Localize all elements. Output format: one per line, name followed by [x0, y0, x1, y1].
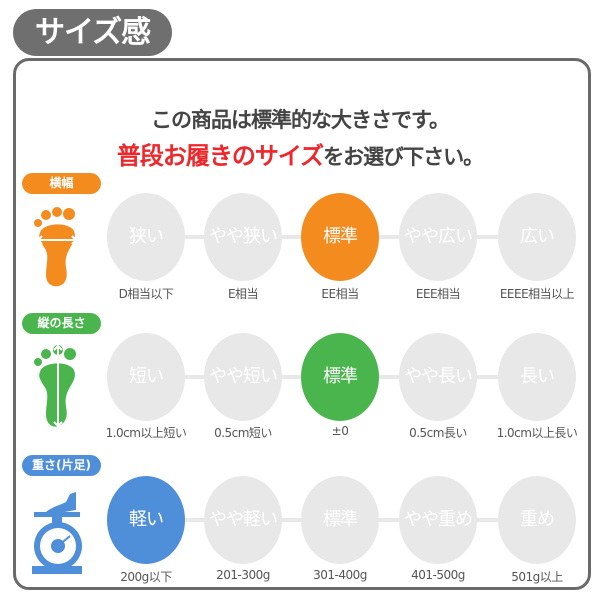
- option-caption: 401-500g: [411, 568, 465, 582]
- heading-line-1: この商品は標準的な大きさです。: [151, 108, 450, 132]
- option-caption: 0.5cm短い: [214, 426, 272, 440]
- option-option: やや軽い: [204, 476, 282, 564]
- option-caption: E相当: [227, 287, 259, 301]
- option-caption: EEEE相当以上: [499, 287, 575, 301]
- option-option: 長い: [498, 333, 576, 421]
- option-option: やや広い: [399, 193, 477, 281]
- option-selected: 標準: [301, 193, 379, 281]
- option-caption: EEE相当: [415, 287, 461, 301]
- section-title: サイズ感: [13, 9, 172, 56]
- option-caption: 1.0cm以上長い: [496, 426, 578, 440]
- option-option: 短い: [107, 333, 185, 421]
- option-caption: ±0: [331, 424, 349, 438]
- option-caption: 1.0cm以上短い: [105, 426, 187, 440]
- size-panel: [13, 58, 591, 590]
- row-label: 重さ(片足): [22, 455, 101, 476]
- heading-rest: をお選び下さい。: [323, 145, 484, 169]
- scale-icon: [32, 492, 82, 574]
- option-option: やや短い: [204, 333, 282, 421]
- option-option: 標準: [301, 476, 379, 564]
- option-caption: D相当以下: [118, 287, 174, 301]
- option-option: やや重め: [399, 476, 477, 564]
- option-caption: 200g以下: [120, 570, 172, 584]
- option-option: やや狭い: [204, 193, 282, 281]
- option-caption: 301-400g: [313, 568, 367, 582]
- option-option: やや長い: [399, 333, 477, 421]
- option-option: 広い: [498, 193, 576, 281]
- option-option: 狭い: [107, 193, 185, 281]
- heading-emphasis: 普段お履きのサイズ: [116, 142, 324, 170]
- heading-line-2: 普段お履きのサイズをお選び下さい。: [0, 136, 600, 171]
- option-selected: 軽い: [107, 476, 185, 564]
- option-caption: EE相当: [321, 287, 359, 301]
- option-option: 重め: [498, 476, 576, 564]
- option-caption: 0.5cm長い: [409, 426, 467, 440]
- option-selected: 標準: [301, 333, 379, 421]
- option-caption: 501g以上: [511, 570, 563, 584]
- row-label: 横幅: [22, 173, 101, 194]
- row-label: 縦の長さ: [22, 313, 101, 334]
- foot-width-icon: [34, 207, 78, 287]
- foot-length-icon: [34, 344, 76, 428]
- option-caption: 201-300g: [216, 568, 270, 582]
